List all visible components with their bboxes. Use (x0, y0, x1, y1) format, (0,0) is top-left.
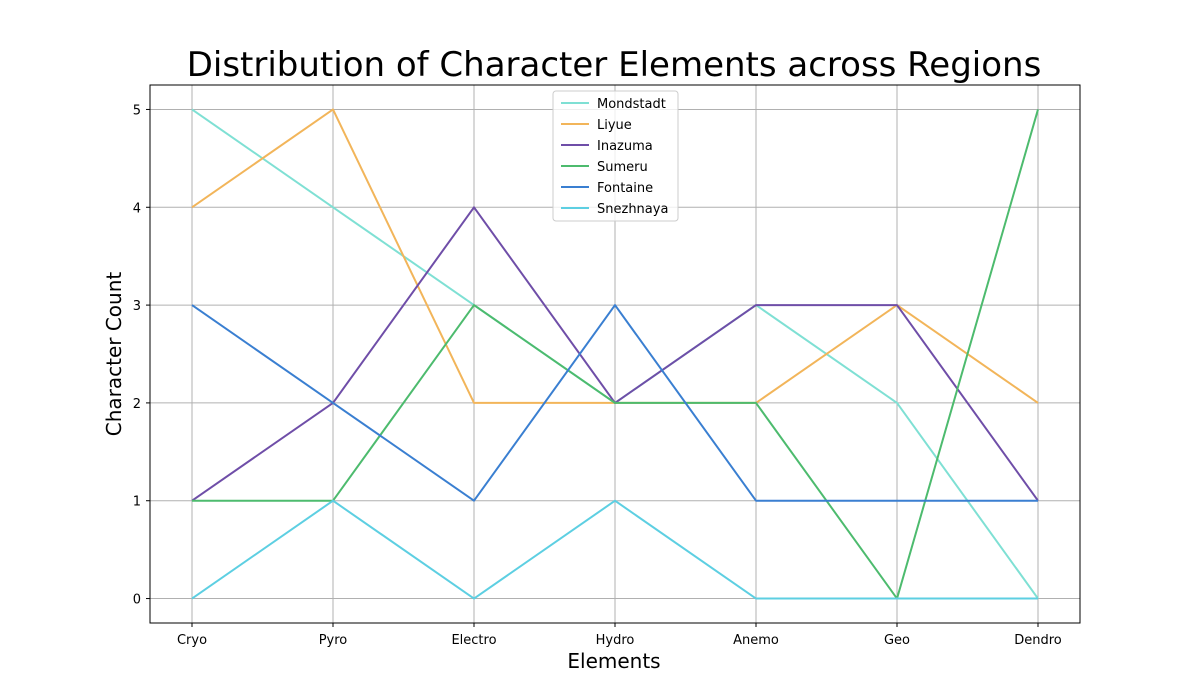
x-tick-label: Dendro (1014, 633, 1062, 648)
x-tick-label: Hydro (596, 633, 635, 648)
series-line-snezhnaya (191, 499, 1038, 600)
legend: Mondstadt Liyue Inazuma Sumeru Fontaine Snezh… (552, 90, 679, 222)
y-tick-labels: 0 1 2 3 4 5 (133, 103, 150, 608)
y-tick-label: 2 (133, 397, 141, 412)
x-tick-label: Electro (451, 633, 496, 648)
legend-label: Snezhnaya (597, 202, 668, 217)
y-tick-label: 1 (133, 495, 141, 510)
x-tick-label: Cryo (177, 633, 207, 648)
chart-title: Distribution of Character Elements acros… (187, 45, 1042, 85)
y-tick-label: 3 (133, 299, 141, 314)
x-tick-labels: Cryo Pyro Electro Hydro Anemo Geo Dendro (177, 623, 1062, 648)
y-tick-label: 4 (133, 201, 141, 216)
y-axis-label: Character Count (102, 272, 126, 437)
y-tick-label: 0 (133, 593, 141, 608)
x-tick-label: Geo (884, 633, 910, 648)
x-tick-label: Pyro (319, 633, 348, 648)
x-tick-label: Anemo (733, 633, 779, 648)
legend-label: Mondstadt (597, 97, 666, 112)
series-layer (191, 108, 1039, 600)
series-line-fontaine (191, 304, 1038, 502)
x-axis-label: Elements (567, 649, 660, 673)
legend-label: Sumeru (597, 160, 648, 175)
legend-label: Fontaine (597, 181, 653, 196)
legend-label: Liyue (597, 118, 632, 133)
legend-label: Inazuma (597, 139, 653, 154)
y-tick-label: 5 (133, 103, 141, 118)
